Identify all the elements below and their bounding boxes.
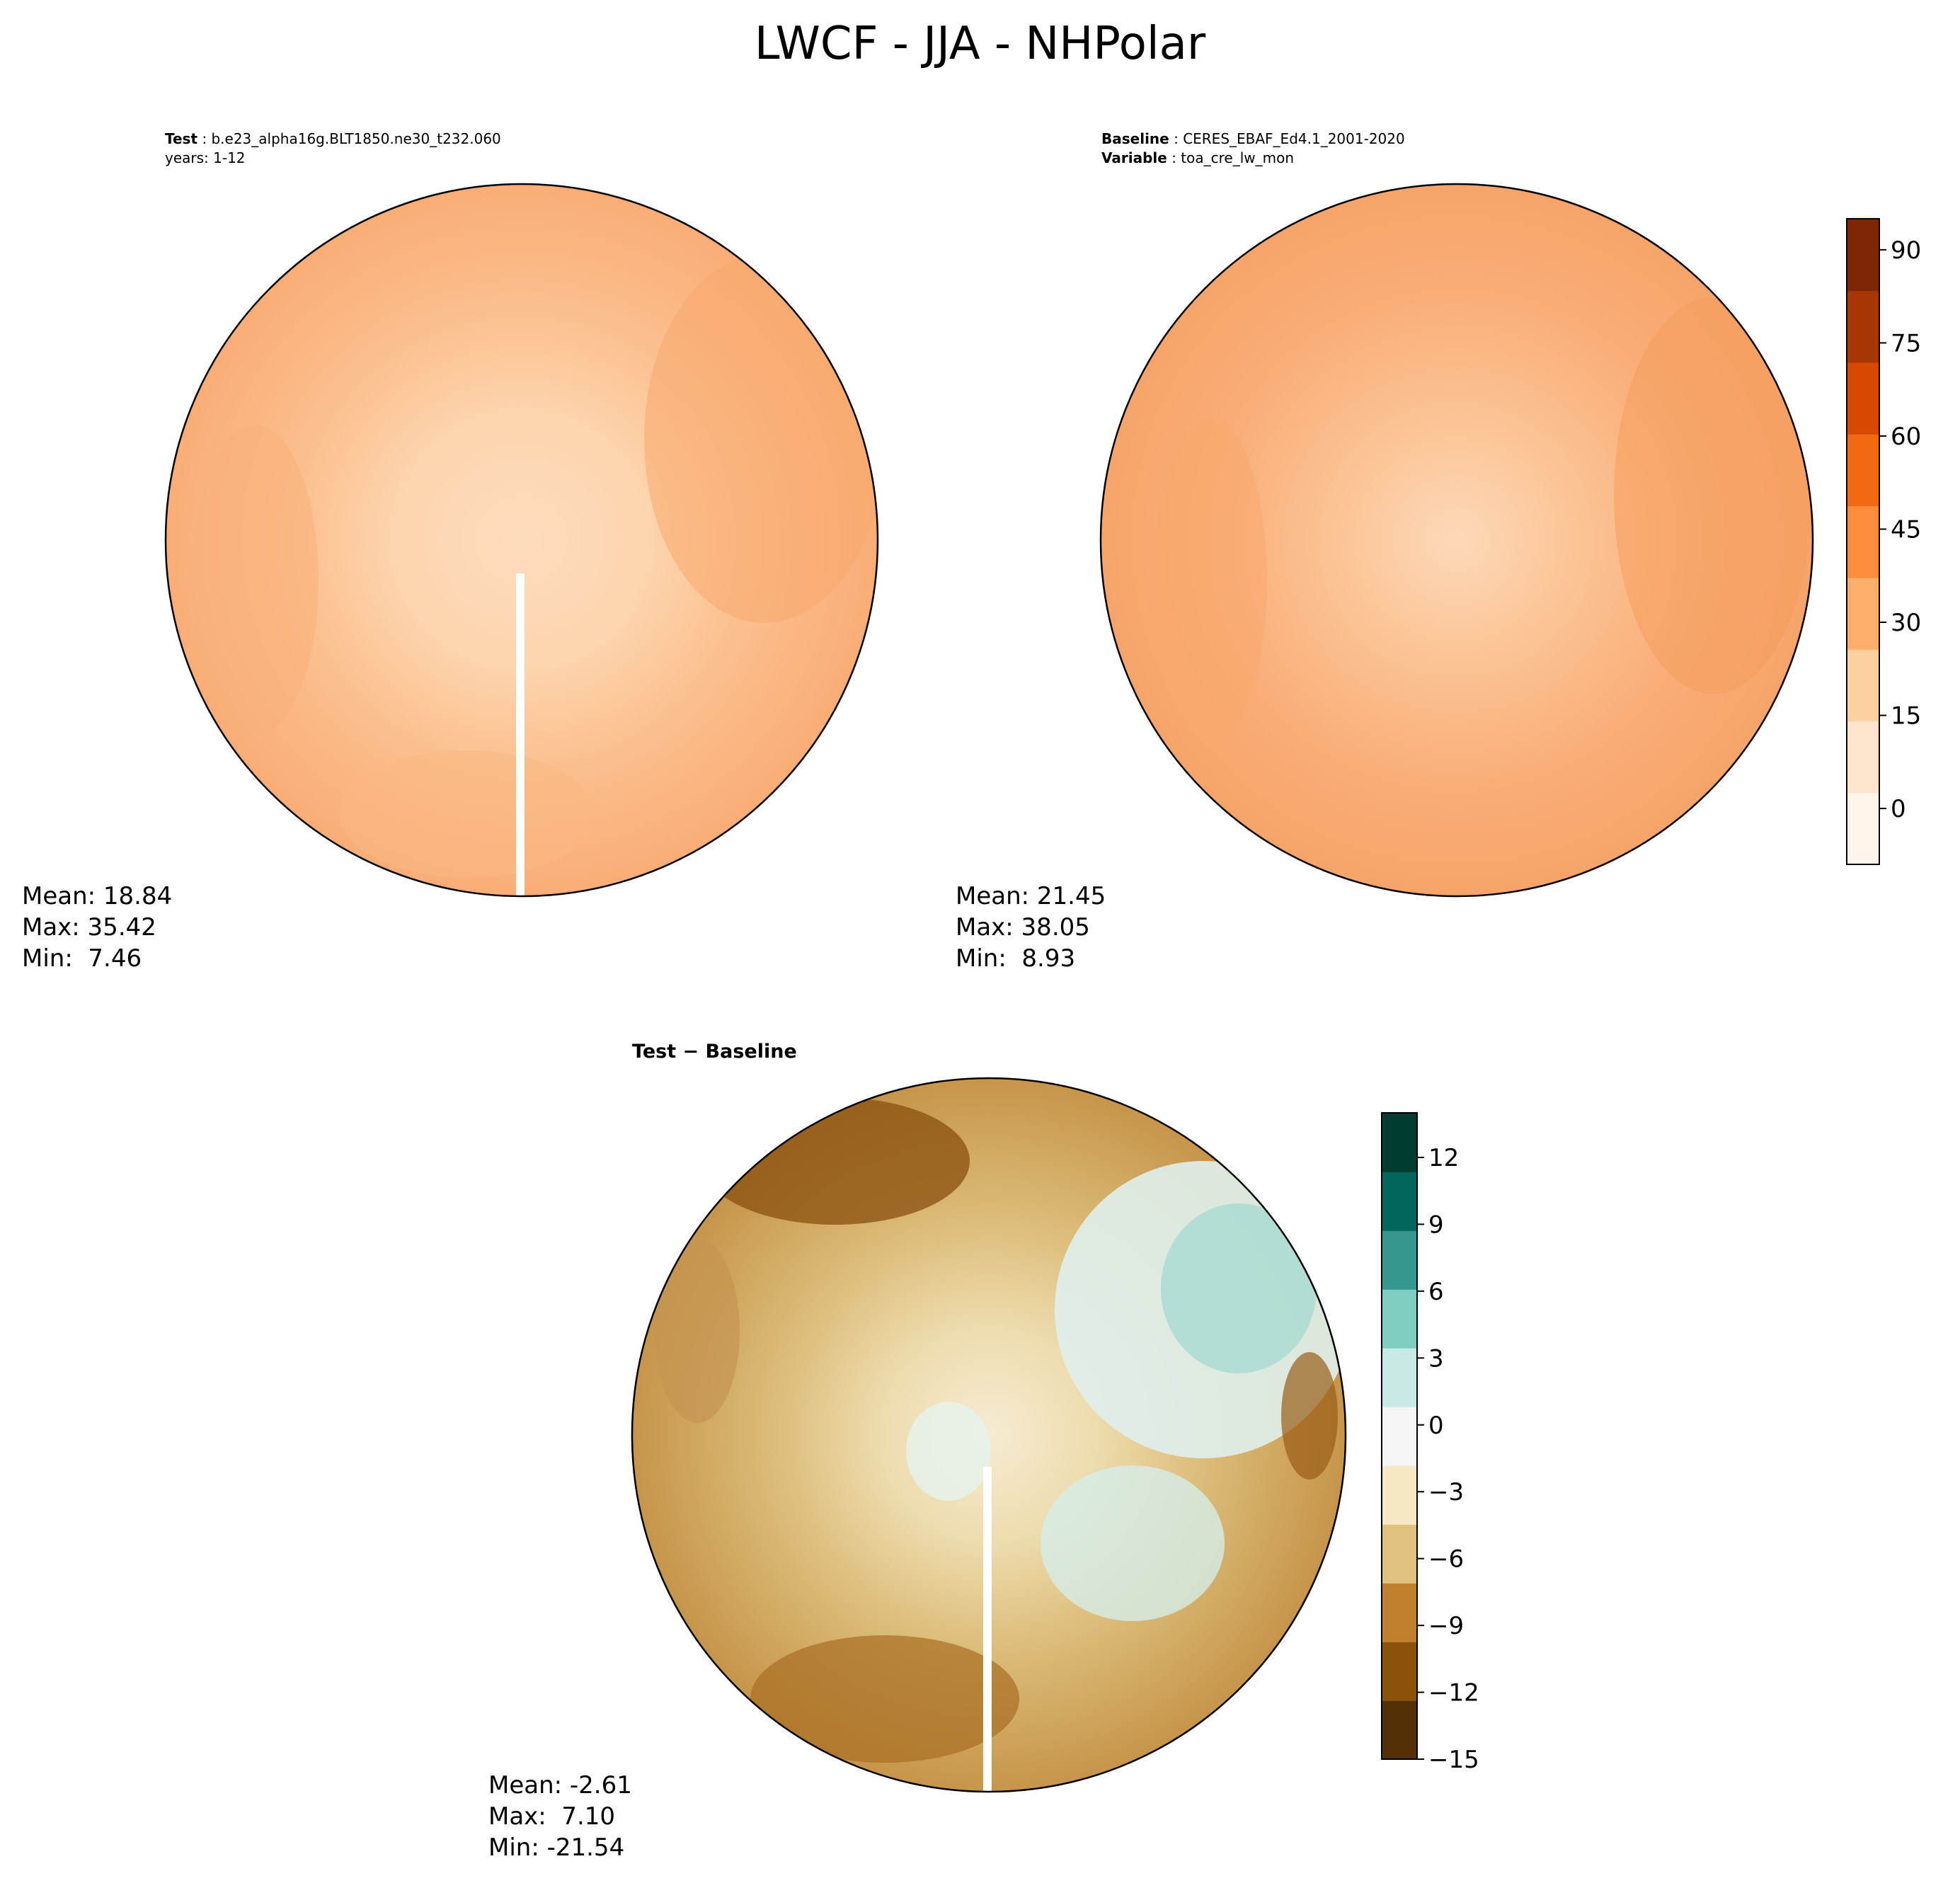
colorbar-main-band bbox=[1847, 505, 1879, 578]
baseline-header: Baseline : CERES_EBAF_Ed4.1_2001-2020 Va… bbox=[1101, 130, 1405, 166]
diff-map bbox=[631, 1077, 1347, 1793]
colorbar-main-tick-label: 75 bbox=[1891, 329, 1921, 357]
colorbar-diff-band bbox=[1382, 1407, 1417, 1466]
colorbar-diff-band bbox=[1382, 1172, 1417, 1231]
colorbar-diff-tick-label: −12 bbox=[1428, 1679, 1479, 1707]
colorbar-diff-tick-label: −3 bbox=[1428, 1478, 1464, 1506]
colorbar-main-band bbox=[1847, 290, 1879, 363]
test-min: Min: 7.46 bbox=[22, 944, 142, 973]
baseline-stats: Mean: 21.45 Max: 38.05 Min: 8.93 bbox=[956, 881, 1106, 974]
figure-title: LWCF - JJA - NHPolar bbox=[754, 18, 1206, 70]
colorbar-main-tick-label: 45 bbox=[1891, 515, 1921, 544]
colorbar-main-band bbox=[1847, 434, 1879, 507]
baseline-name: CERES_EBAF_Ed4.1_2001-2020 bbox=[1183, 130, 1405, 147]
colorbar-main-band bbox=[1847, 721, 1879, 794]
test-map-frame bbox=[164, 183, 879, 898]
colorbar-diff-tick-label: −15 bbox=[1428, 1746, 1479, 1774]
colorbar-diff-tick-label: 3 bbox=[1428, 1344, 1444, 1373]
baseline-label: Baseline bbox=[1101, 130, 1169, 147]
colorbar-diff-band bbox=[1382, 1230, 1417, 1290]
colorbar-main-frame bbox=[1846, 218, 1880, 865]
variable-label: Variable bbox=[1101, 149, 1167, 166]
colorbar-diff: 12 9 6 3 0 −3 −6 −9 −12 −15 bbox=[1381, 1112, 1479, 1774]
colorbar-main-tick-label: 90 bbox=[1891, 236, 1921, 265]
baseline-map bbox=[1099, 183, 1814, 898]
colorbar-diff-tick-label: −6 bbox=[1428, 1545, 1464, 1574]
colorbar-diff-tick-label: 6 bbox=[1428, 1278, 1444, 1306]
colorbar-main-tick-label: 15 bbox=[1891, 702, 1921, 731]
baseline-map-frame bbox=[1099, 183, 1814, 898]
colorbar-main-tick-label: 0 bbox=[1891, 795, 1906, 823]
test-label: Test bbox=[165, 130, 198, 147]
baseline-max: Max: 38.05 bbox=[956, 913, 1090, 942]
colorbar-main-band bbox=[1847, 649, 1879, 722]
colorbar-diff-band bbox=[1382, 1700, 1417, 1760]
colorbar-diff-band bbox=[1382, 1289, 1417, 1349]
diff-mean: Mean: -2.61 bbox=[488, 1771, 632, 1800]
test-header: Test : b.e23_alpha16g.BLT1850.ne30_t232.… bbox=[165, 130, 501, 166]
colorbar-diff-tick-label: 12 bbox=[1428, 1144, 1459, 1172]
baseline-min: Min: 8.93 bbox=[956, 944, 1076, 973]
test-years: years: 1-12 bbox=[165, 149, 246, 166]
diff-title: Test − Baseline bbox=[632, 1041, 797, 1063]
colorbar-main-band bbox=[1847, 219, 1879, 292]
colorbar-diff-band bbox=[1382, 1642, 1417, 1701]
test-max: Max: 35.42 bbox=[22, 913, 156, 942]
test-stats: Mean: 18.84 Max: 35.42 Min: 7.46 bbox=[22, 881, 172, 974]
colorbar-diff-band bbox=[1382, 1113, 1417, 1172]
test-missing-wedge bbox=[516, 573, 525, 896]
test-map bbox=[164, 183, 879, 898]
colorbar-main-band bbox=[1847, 792, 1879, 865]
colorbar-main-tick-label: 60 bbox=[1891, 423, 1921, 451]
colorbar-main-band bbox=[1847, 362, 1879, 435]
colorbar-diff-band bbox=[1382, 1465, 1417, 1525]
colorbar-diff-tick-label: 0 bbox=[1428, 1412, 1444, 1440]
colorbar-main: 0 15 30 45 60 75 90 bbox=[1846, 218, 1921, 865]
diff-missing-wedge bbox=[983, 1467, 992, 1792]
colorbar-main-band bbox=[1847, 577, 1879, 650]
variable-name: toa_cre_lw_mon bbox=[1181, 149, 1295, 166]
test-case-name: b.e23_alpha16g.BLT1850.ne30_t232.060 bbox=[211, 130, 501, 147]
test-mean: Mean: 18.84 bbox=[22, 882, 173, 910]
colorbar-diff-band bbox=[1382, 1524, 1417, 1584]
colorbar-diff-tick-label: 9 bbox=[1428, 1211, 1444, 1239]
diff-map-frame bbox=[631, 1077, 1347, 1793]
colorbar-diff-frame bbox=[1381, 1112, 1418, 1760]
colorbar-diff-band bbox=[1382, 1348, 1417, 1407]
diff-max: Max: 7.10 bbox=[488, 1802, 616, 1831]
baseline-mean: Mean: 21.45 bbox=[956, 882, 1106, 910]
diff-min: Min: -21.54 bbox=[488, 1833, 625, 1862]
colorbar-diff-band bbox=[1382, 1583, 1417, 1642]
colorbar-main-tick-label: 30 bbox=[1891, 609, 1921, 637]
colorbar-diff-tick-label: −9 bbox=[1428, 1612, 1464, 1640]
diff-stats: Mean: -2.61 Max: 7.10 Min: -21.54 bbox=[488, 1770, 632, 1863]
